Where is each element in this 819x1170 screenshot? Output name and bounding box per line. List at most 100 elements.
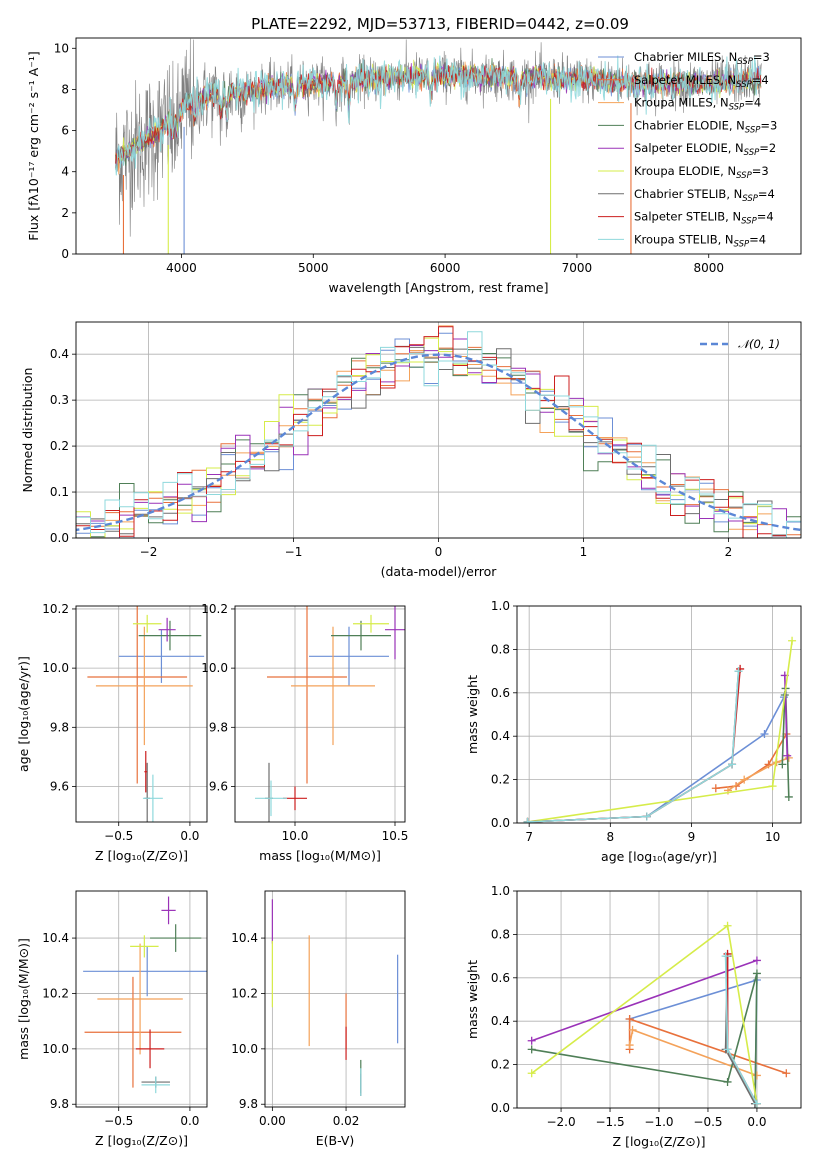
mass-weight-marker [527,1036,536,1045]
legend-nssp-subscript: SSP [737,57,753,67]
y-tick-label: 10.0 [42,1042,69,1056]
mass-weight-marker [768,782,777,791]
x-tick-label: 8000 [693,261,724,275]
y-tick-label: 0.8 [491,927,510,941]
x-tick-label: −0.5 [693,1115,722,1129]
axes-frame [75,890,208,1108]
x-tick-label: 0.02 [333,1114,360,1128]
y-tick-label: 0.0 [50,531,69,545]
mass-weight-line [527,671,740,823]
plot-area [115,38,762,254]
legend-nssp-subscript: SSP [742,194,758,204]
y-tick-label: 10.4 [42,931,69,945]
y-tick-label: 6 [61,124,69,138]
mass-weight-line [527,671,740,823]
y-tick-label: 0.2 [491,773,510,787]
residual-histogram [76,338,801,538]
y-tick-label: 9.6 [209,779,228,793]
mass-weight-marker [721,952,730,961]
legend-nssp-subscript: SSP [736,171,752,181]
y-tick-label: 10 [54,41,69,55]
plot-area [76,325,801,538]
mass-weight-marker [752,1071,761,1080]
mass-weight-marker [625,1015,634,1024]
axes-frame [264,890,406,1108]
x-tick-label: −2 [140,545,158,559]
mass-weight-marker [752,969,761,978]
legend-nssp-subscript: SSP [736,80,752,90]
spectrum-panel: 4000 5000 6000 7000 8000 0 2 4 6 8 10 wavelength [A… [26,37,802,295]
residual-histogram [76,345,801,538]
y-tick-label: 10.4 [231,931,258,945]
y-axis-label: age [log₁₀(age/yr)] [16,656,31,772]
x-tick-label: −2.0 [546,1115,575,1129]
x-tick-label: 8 [606,830,614,844]
y-tick-label: 0.2 [50,439,69,453]
plot-area [523,636,797,823]
legend-nssp-prefix: , N [721,50,737,64]
mass-weight-marker [723,1045,732,1054]
x-axis-label: Z [log₁₀(Z/Z⊙)] [95,1133,188,1148]
residual-histogram [76,331,801,538]
y-tick-label: 9.8 [239,1097,258,1111]
legend-entry: Salpeter MILES, NSSP=4 [634,73,769,90]
legend-nssp-subscript: SSP [744,148,760,158]
mass-weight-line [527,640,793,823]
legend-nssp-value: =4 [744,96,761,110]
mass-weight-marker [527,1069,536,1078]
age-vs-z-panel: −0.5 0.0 9.6 9.8 10.0 10.2 Z [log₁₀(Z/Z⊙)] age … [16,602,208,863]
y-tick-label: 0.3 [50,393,69,407]
x-axis-label: wavelength [Angstrom, rest frame] [328,280,548,295]
x-axis-label: E(B-V) [316,1133,355,1148]
y-tick-label: 0.4 [491,1014,510,1028]
y-tick-label: 9.8 [209,720,228,734]
legend-nssp-value: =4 [757,210,774,224]
mass-vs-z-panel: −0.5 0.0 9.8 10.0 10.2 10.4 Z [log₁₀(Z/Z⊙)] mas… [16,890,208,1148]
x-tick-label: −1.5 [595,1115,624,1129]
legend-series-name: Chabrier MILES [634,50,721,64]
axes-frame [234,605,406,823]
y-axis-label: mass [log₁₀(M/M⊙)] [16,938,31,1060]
legend-nssp-prefix: , N [729,118,745,132]
legend-nssp-prefix: , N [713,96,729,110]
x-axis-label: (data-model)/error [381,564,498,579]
legend-nssp-value: =4 [758,187,775,201]
x-tick-label: 10.0 [282,829,309,843]
axes-frame [75,37,802,255]
y-tick-label: 10.0 [201,661,228,675]
y-tick-label: 9.8 [50,1097,69,1111]
mass-weight-line [531,959,758,1042]
x-tick-label: 4000 [166,261,197,275]
legend-nssp-subscript: SSP [729,103,745,113]
y-tick-label: 0 [61,247,69,261]
normal-reference-curve [76,353,801,532]
legend-entry: Chabrier MILES, NSSP=3 [634,50,770,67]
y-tick-label: 9.6 [50,779,69,793]
x-tick-label: 0.0 [180,829,199,843]
y-tick-label: 10.2 [231,986,258,1000]
x-tick-label: 10 [765,830,780,844]
legend-nssp-prefix: , N [720,164,736,178]
mass-weight-marker [760,730,769,739]
y-axis-label: mass weight [465,675,480,754]
mass-weight-marker [783,751,792,760]
legend-series-name: Chabrier ELODIE [634,118,729,132]
mass-weight-marker [784,792,793,801]
x-tick-label: 0.0 [747,1115,766,1129]
mass-weight-marker [752,956,761,965]
x-tick-label: 0.00 [259,1114,286,1128]
residuals-panel: −2 −1 0 1 2 0.0 0.1 0.2 0.3 0.4 (data-model)/error… [20,321,802,579]
y-axis-label: mass weight [465,960,480,1039]
y-tick-label: 9.8 [50,720,69,734]
x-tick-label: 10.5 [382,829,409,843]
legend-nssp-prefix: , N [725,210,741,224]
x-tick-label: −0.5 [104,1114,133,1128]
legend-nssp-value: =4 [749,232,766,246]
mass-weight-line [527,668,741,823]
mass-weight-marker [740,775,749,784]
mass-weight-line [531,973,758,1104]
legend-entry: Chabrier STELIB, NSSP=4 [634,187,775,204]
axes-frame [75,321,802,539]
y-tick-label: 1.0 [491,884,510,898]
y-tick-label: 10.2 [42,602,69,616]
